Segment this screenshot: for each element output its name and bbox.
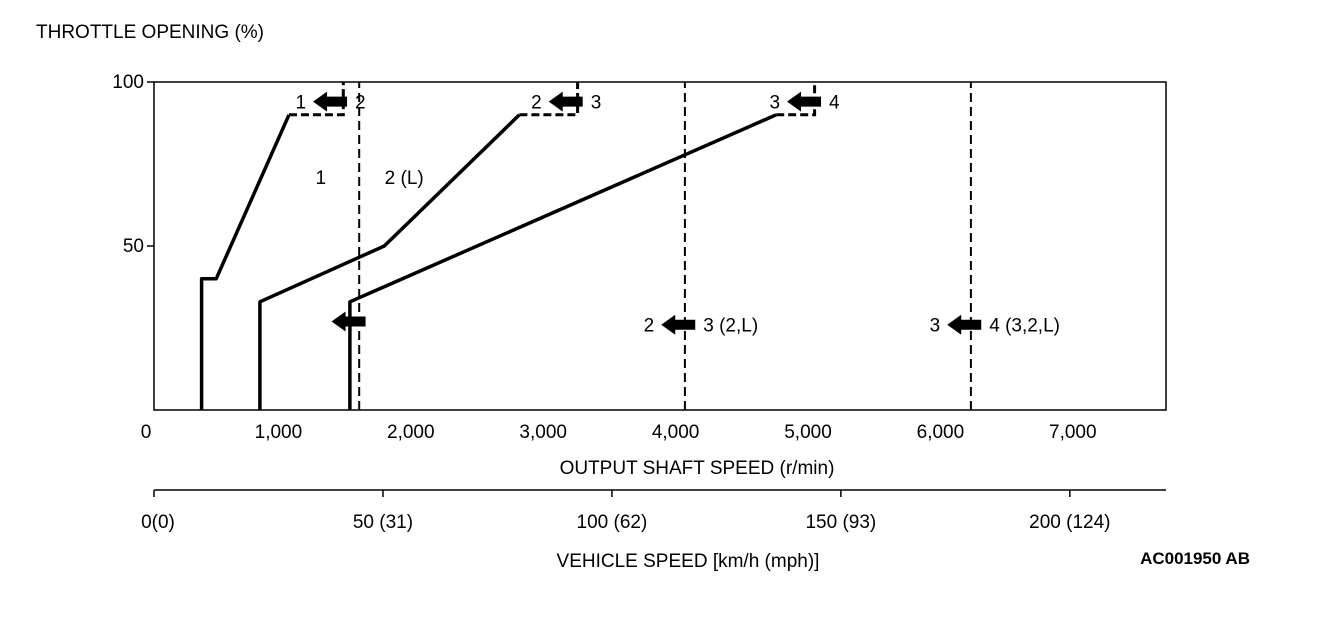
upshift-line-2-top [519, 82, 580, 117]
shift-to-label: 3 (2,L) [703, 316, 758, 337]
x-tick-label: 5,000 [784, 422, 832, 443]
y-axis-title: THROTTLE OPENING (%) [36, 22, 264, 43]
figure-code: AC001950 AB [1140, 549, 1250, 568]
x-tick-label: 4,000 [652, 422, 700, 443]
vehicle-speed-axis-title: VEHICLE SPEED [km/h (mph)] [557, 551, 820, 572]
x-tick-label: 7,000 [1049, 422, 1097, 443]
x-tick-label: 2,000 [387, 422, 435, 443]
upshift-line-3-top [776, 82, 817, 117]
shift-to-label: 4 (3,2,L) [989, 316, 1060, 337]
vehicle-speed-tick-label: 100 (62) [577, 512, 648, 533]
range-labels: 1 2 (L) [315, 168, 423, 189]
x-tick-label: 1,000 [255, 422, 303, 443]
plot-frame [153, 81, 1167, 411]
shift-from-label: 1 [295, 93, 306, 114]
arrow-icon [661, 314, 696, 335]
y-tick-label: 100 [112, 72, 144, 93]
y-tick-label: 50 [123, 236, 144, 257]
upshift-line-2 [258, 113, 521, 410]
upshift-lines [199, 82, 817, 410]
vehicle-speed-tick-label: 0(0) [141, 512, 175, 533]
downshift-lines [358, 82, 972, 410]
range-label-1: 1 [315, 168, 326, 189]
shift-from-label: 3 [930, 316, 941, 337]
x-tick-label: 6,000 [917, 422, 965, 443]
shift-from-label: 2 [531, 93, 542, 114]
arrow-icon [947, 314, 982, 335]
x-axis-title: OUTPUT SHAFT SPEED (r/min) [560, 458, 835, 479]
x-tick-label: 3,000 [519, 422, 567, 443]
x-axis-ticks: 0 1,000 2,000 3,000 4,000 5,000 6,000 7,000 [141, 422, 1097, 443]
vehicle-speed-tick-label: 50 (31) [353, 512, 413, 533]
vehicle-speed-ticks: 0(0) 50 (31) 100 (62) 150 (93) 200 (124) [141, 490, 1111, 533]
x-tick-label: 0 [141, 422, 152, 443]
vehicle-speed-tick-label: 150 (93) [805, 512, 876, 533]
arrow-icon [331, 311, 366, 332]
upshift-line-3 [348, 113, 777, 410]
range-label-2: 2 (L) [385, 168, 424, 189]
upshift-line-1-top [289, 82, 345, 117]
shift-from-label: 2 [644, 316, 655, 337]
shift-arrows: 1 2 2 3 3 42 3 (2,L) 3 4 (3,2,L) [295, 91, 1060, 337]
shift-to-label: 3 [591, 93, 602, 114]
arrow-icon [313, 91, 348, 112]
vehicle-speed-tick-label: 200 (124) [1029, 512, 1110, 533]
arrow-icon [548, 91, 583, 112]
upshift-line-1 [199, 114, 291, 410]
shift-arrow-5: 2 3 (2,L) [644, 314, 758, 337]
y-axis-ticks: 50 100 [112, 72, 154, 257]
shift-from-label: 3 [769, 93, 780, 114]
shift-to-label: 4 [829, 93, 840, 114]
shift-arrow-4 [331, 311, 366, 332]
shift-arrow-6: 3 4 (3,2,L) [930, 314, 1060, 337]
shift-to-label: 2 [355, 93, 366, 114]
arrow-icon [787, 91, 822, 112]
